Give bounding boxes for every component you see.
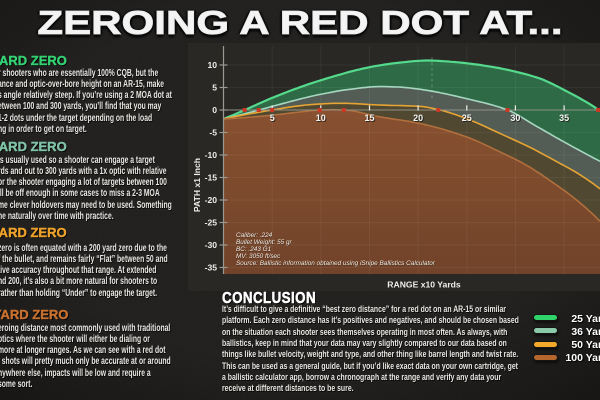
svg-text:35: 35	[560, 114, 570, 124]
svg-text:35: 35	[559, 113, 569, 123]
svg-text:RANGE x10 Yards: RANGE x10 Yards	[387, 280, 461, 290]
svg-text:15: 15	[364, 113, 374, 123]
svg-text:10: 10	[317, 114, 327, 124]
svg-text:30: 30	[510, 113, 520, 123]
svg-text:10: 10	[207, 60, 217, 70]
svg-text:0: 0	[212, 105, 217, 115]
svg-text:-5: -5	[209, 128, 217, 138]
svg-text:20: 20	[413, 113, 423, 123]
svg-text:-15: -15	[205, 173, 218, 183]
svg-text:30: 30	[511, 114, 521, 124]
svg-text:-35: -35	[205, 263, 218, 273]
svg-text:PATH x1 Inch: PATH x1 Inch	[192, 158, 202, 212]
svg-text:-10: -10	[205, 150, 218, 160]
svg-text:-20: -20	[205, 195, 218, 205]
svg-text:5: 5	[270, 113, 275, 123]
svg-text:25: 25	[463, 114, 473, 124]
svg-text:-25: -25	[205, 218, 218, 228]
svg-text:25: 25	[462, 113, 472, 123]
svg-text:10: 10	[316, 113, 326, 123]
svg-text:5: 5	[271, 114, 276, 124]
svg-text:15: 15	[365, 114, 375, 124]
svg-text:20: 20	[414, 114, 424, 124]
svg-text:-30: -30	[205, 240, 218, 250]
svg-text:5: 5	[212, 83, 217, 93]
